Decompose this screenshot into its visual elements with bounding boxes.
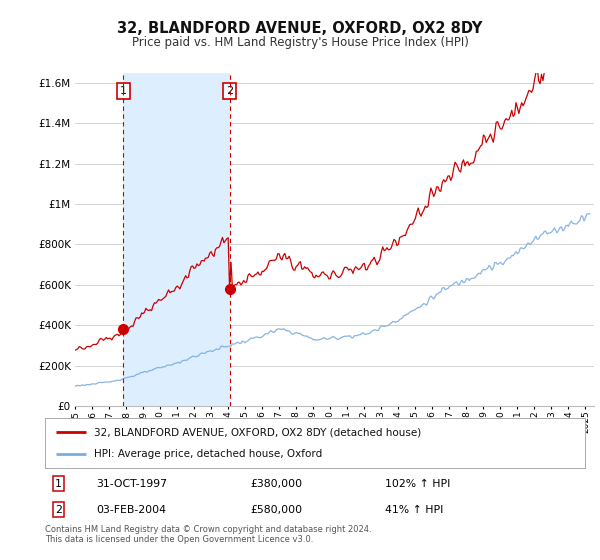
Text: 2: 2	[226, 86, 233, 96]
Text: £380,000: £380,000	[250, 479, 302, 489]
Text: £580,000: £580,000	[250, 505, 302, 515]
Text: 2: 2	[55, 505, 62, 515]
Text: Price paid vs. HM Land Registry's House Price Index (HPI): Price paid vs. HM Land Registry's House …	[131, 36, 469, 49]
Text: HPI: Average price, detached house, Oxford: HPI: Average price, detached house, Oxfo…	[94, 449, 322, 459]
Bar	[123, 73, 230, 406]
Text: 1: 1	[119, 86, 127, 96]
Text: 41% ↑ HPI: 41% ↑ HPI	[385, 505, 443, 515]
Text: 1: 1	[55, 479, 62, 489]
Text: 31-OCT-1997: 31-OCT-1997	[96, 479, 167, 489]
Text: 32, BLANDFORD AVENUE, OXFORD, OX2 8DY: 32, BLANDFORD AVENUE, OXFORD, OX2 8DY	[118, 21, 482, 36]
Text: 32, BLANDFORD AVENUE, OXFORD, OX2 8DY (detached house): 32, BLANDFORD AVENUE, OXFORD, OX2 8DY (d…	[94, 427, 421, 437]
Text: 03-FEB-2004: 03-FEB-2004	[96, 505, 166, 515]
Text: 102% ↑ HPI: 102% ↑ HPI	[385, 479, 451, 489]
Text: Contains HM Land Registry data © Crown copyright and database right 2024.
This d: Contains HM Land Registry data © Crown c…	[45, 525, 371, 544]
